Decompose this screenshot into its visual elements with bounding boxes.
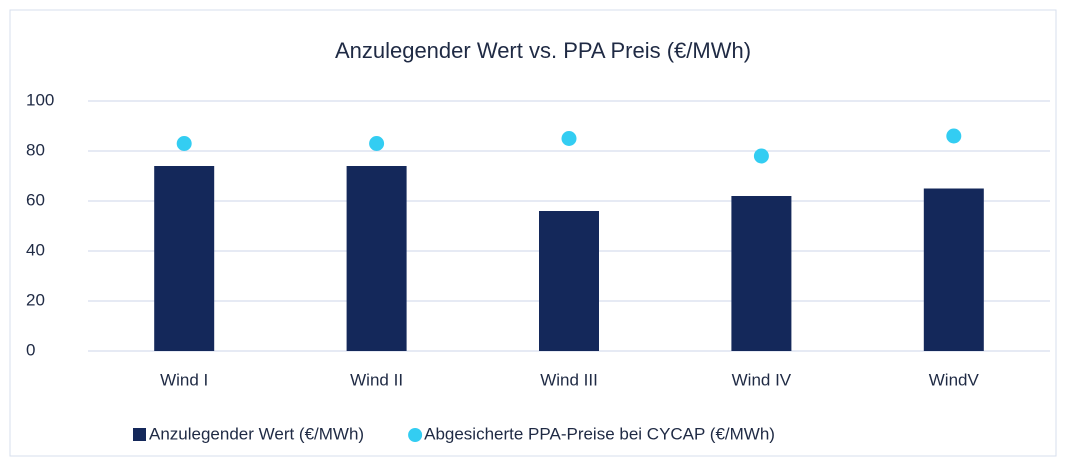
x-tick-label: Wind III	[540, 370, 598, 389]
x-tick-label: Wind IV	[732, 370, 792, 389]
y-tick-label: 80	[26, 140, 45, 159]
chart-title: Anzulegender Wert vs. PPA Preis (€/MWh)	[335, 38, 751, 63]
bar	[346, 166, 407, 351]
bar	[539, 211, 599, 351]
y-tick-label: 40	[26, 240, 45, 259]
x-tick-label: Wind II	[350, 370, 403, 389]
y-tick-label: 100	[26, 90, 54, 109]
legend-marker	[133, 428, 146, 441]
x-tick-label: Wind I	[160, 370, 208, 389]
dot	[753, 148, 769, 164]
bar	[154, 166, 215, 351]
y-tick-label: 0	[26, 340, 35, 359]
y-tick-label: 20	[26, 290, 45, 309]
bar	[923, 188, 984, 351]
y-tick-label: 60	[26, 190, 45, 209]
dot	[561, 131, 577, 146]
dot	[176, 136, 192, 151]
legend-label: Anzulegender Wert (€/MWh)	[149, 424, 364, 443]
bar	[731, 196, 792, 351]
x-tick-label: WindV	[929, 370, 980, 389]
legend-label: Abgesicherte PPA-Preise bei CYCAP (€/MWh…	[424, 424, 775, 443]
dot	[369, 136, 385, 151]
legend-marker	[408, 428, 423, 442]
dot	[946, 128, 962, 144]
